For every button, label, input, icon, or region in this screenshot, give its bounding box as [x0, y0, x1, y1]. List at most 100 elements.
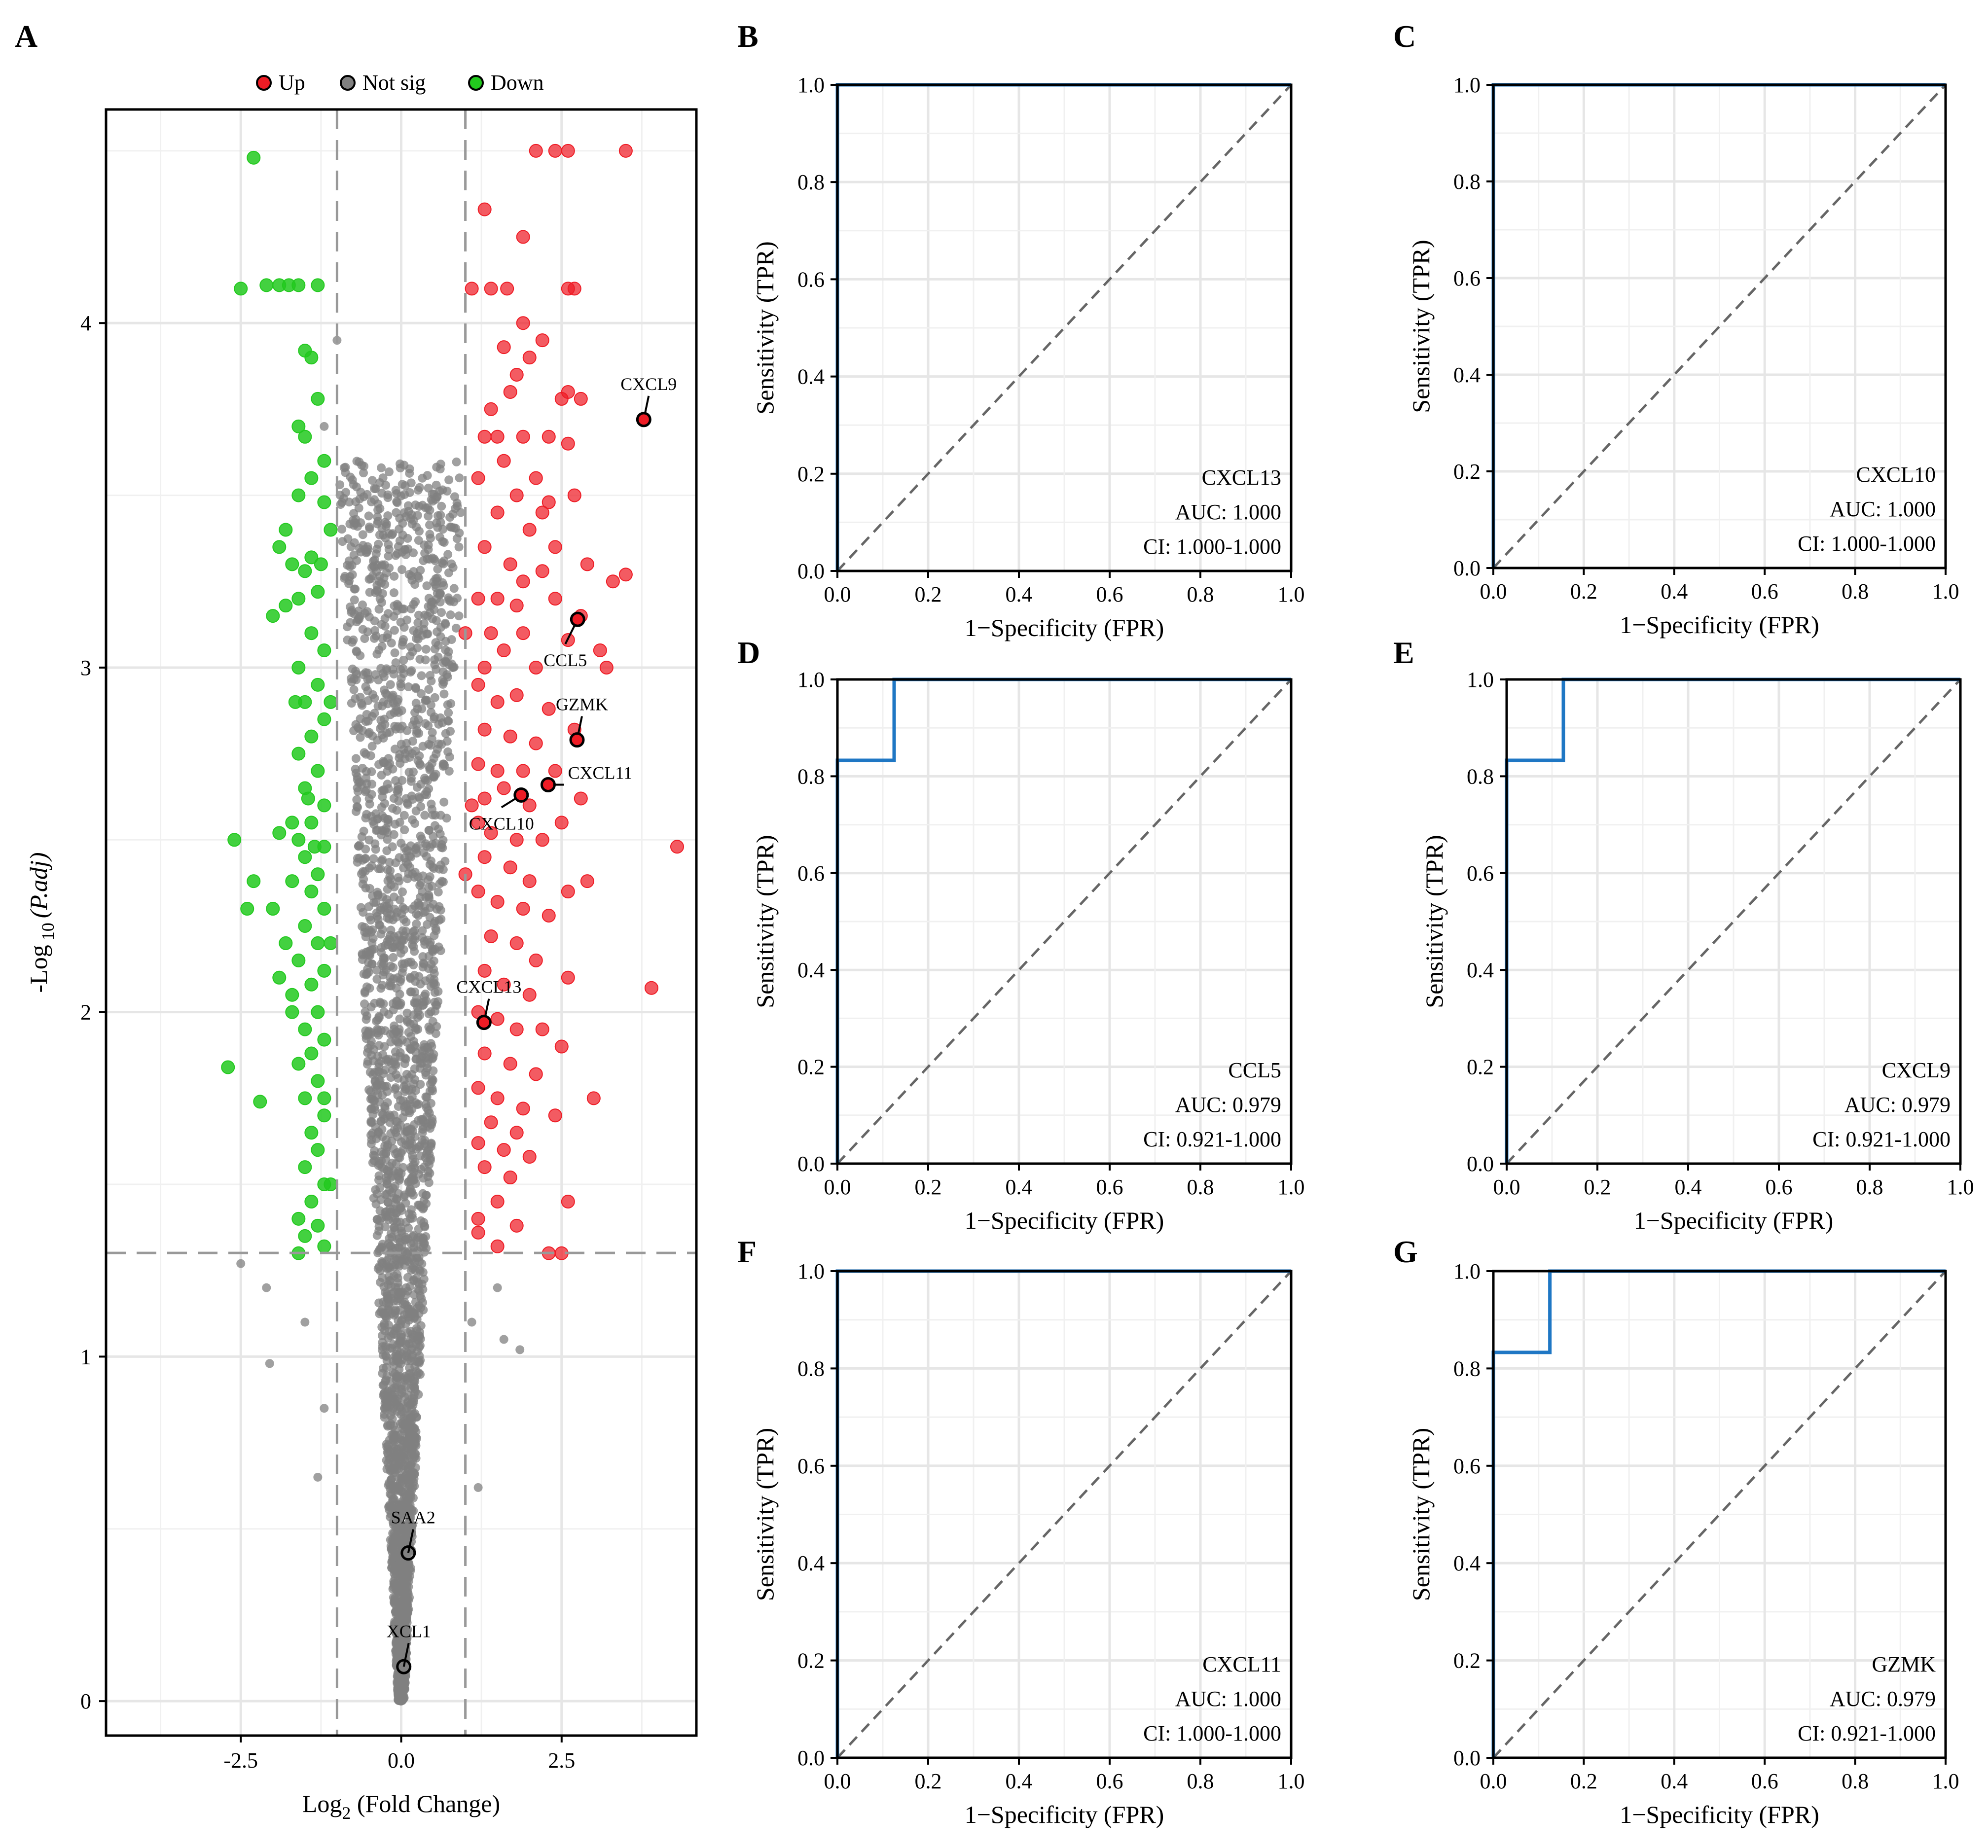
up-point: [503, 385, 517, 399]
notsig-point: [414, 535, 423, 545]
notsig-point: [430, 655, 439, 664]
roc-x-tick-label: 0.8: [1187, 582, 1214, 606]
notsig-point: [367, 861, 376, 870]
up-point: [471, 471, 485, 485]
notsig-point: [418, 933, 427, 942]
notsig-point: [407, 1187, 417, 1197]
notsig-point: [405, 1309, 414, 1318]
highlight-point: [569, 732, 585, 748]
notsig-point: [433, 627, 442, 637]
notsig-point: [379, 967, 389, 977]
notsig-point: [396, 759, 405, 768]
up-point: [522, 523, 537, 537]
down-point: [227, 833, 242, 847]
roc-y-tick-label: 0.0: [797, 559, 825, 583]
roc-y-tick-label: 1.0: [1453, 73, 1481, 97]
notsig-point: [388, 842, 397, 852]
down-point: [288, 695, 302, 709]
notsig-point: [358, 600, 367, 609]
notsig-point: [443, 700, 452, 710]
notsig-point: [389, 588, 398, 598]
notsig-point: [369, 854, 378, 863]
down-point: [240, 902, 254, 916]
notsig-point: [406, 604, 416, 613]
notsig-point: [427, 1119, 436, 1128]
down-point: [291, 488, 306, 502]
up-point: [477, 963, 492, 978]
down-point: [221, 1060, 235, 1074]
down-point: [266, 902, 280, 916]
notsig-point: [352, 556, 361, 565]
up-point: [561, 1194, 575, 1208]
highlight-point: [570, 611, 585, 627]
down-point: [298, 564, 312, 578]
notsig-point: [410, 580, 420, 589]
notsig-point: [444, 568, 453, 577]
roc-ci-text: CI: 0.921-1.000: [1143, 1127, 1281, 1151]
notsig-point: [398, 963, 408, 973]
up-point: [548, 592, 562, 606]
up-point: [490, 1194, 505, 1208]
notsig-point: [383, 1448, 392, 1457]
notsig-point: [433, 589, 442, 598]
notsig-point: [413, 756, 423, 765]
notsig-point: [412, 782, 422, 792]
up-point: [535, 505, 549, 520]
down-point: [304, 1194, 319, 1208]
roc-x-tick-label: 1.0: [1932, 579, 1959, 604]
notsig-point: [399, 1348, 409, 1357]
roc-auc-text: AUC: 0.979: [1175, 1093, 1281, 1117]
up-point: [535, 564, 549, 578]
roc-y-tick-label: 0.2: [1453, 1649, 1481, 1673]
notsig-point: [377, 856, 386, 866]
notsig-point: [370, 626, 379, 635]
notsig-point: [396, 459, 405, 468]
roc-x-tick-label: 0.4: [1661, 579, 1688, 604]
notsig-point: [368, 925, 377, 934]
notsig-point: [375, 1183, 385, 1192]
notsig-point: [367, 780, 377, 789]
down-point: [307, 840, 322, 854]
notsig-point: [350, 538, 359, 547]
up-point: [497, 1143, 511, 1157]
notsig-point: [417, 1259, 427, 1269]
notsig-point: [416, 879, 426, 888]
notsig-point: [406, 1239, 416, 1248]
notsig-point: [353, 853, 362, 863]
notsig-point: [409, 1390, 419, 1400]
roc-x-tick-label: 0.4: [1006, 1175, 1033, 1199]
notsig-point: [385, 981, 394, 991]
up-point: [477, 429, 492, 444]
roc-y-axis-title: Sensitivity (TPR): [751, 835, 779, 1008]
notsig-point: [433, 576, 442, 586]
up-point: [509, 1126, 524, 1140]
notsig-point: [427, 708, 436, 717]
notsig-point: [420, 811, 430, 820]
notsig-point: [389, 1329, 398, 1339]
notsig-point: [435, 597, 445, 606]
roc-x-tick-label: 0.8: [1187, 1175, 1214, 1199]
notsig-point: [411, 597, 420, 606]
highlight-point: [476, 1015, 492, 1031]
notsig-point: [418, 1234, 428, 1243]
notsig-point: [420, 940, 430, 949]
x-axis-title: Log2 (Fold Change): [302, 1790, 500, 1823]
notsig-point: [385, 1110, 394, 1120]
notsig-point: [320, 422, 329, 431]
notsig-point: [375, 1159, 384, 1169]
up-point: [490, 505, 505, 520]
notsig-point: [387, 639, 396, 648]
notsig-point: [372, 1215, 382, 1224]
roc-y-tick-label: 0.8: [1453, 1356, 1481, 1381]
up-point: [471, 1211, 485, 1226]
down-point: [311, 1005, 325, 1019]
notsig-point: [380, 799, 389, 808]
up-point: [542, 702, 556, 716]
up-point: [484, 1115, 498, 1130]
notsig-point: [405, 488, 414, 497]
notsig-point: [411, 806, 421, 816]
notsig-point: [437, 877, 446, 886]
notsig-point: [380, 580, 390, 589]
down-point: [285, 988, 299, 1002]
roc-y-tick-label: 0.8: [797, 170, 825, 194]
